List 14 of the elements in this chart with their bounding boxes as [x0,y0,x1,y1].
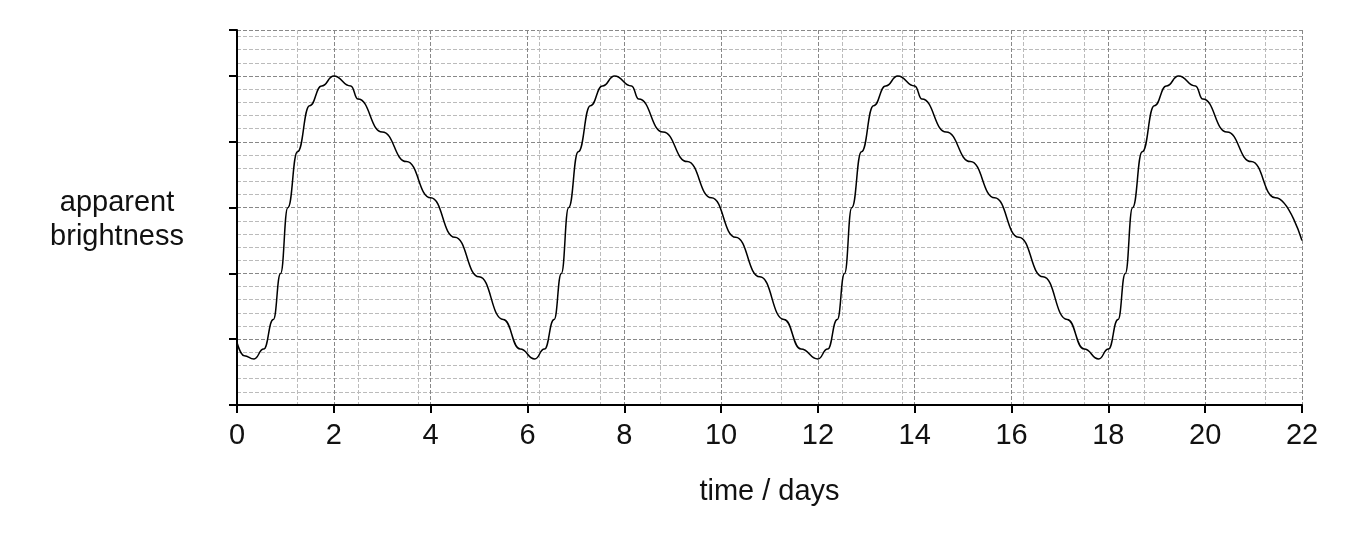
x-tick-label: 10 [704,417,738,450]
x-tick-label: 20 [1189,417,1222,450]
x-tick-label: 6 [519,417,536,450]
x-axis-title: time / days [699,473,840,506]
x-tick-label: 8 [616,417,633,450]
y-axis-title: apparent brightness [50,184,184,251]
x-tick-label: 4 [422,417,439,450]
x-tick-label: 18 [1092,417,1125,450]
x-tick-label: 22 [1285,417,1319,450]
x-tick-label: 12 [801,417,835,450]
x-tick-label: 2 [325,417,342,450]
x-tick-label: 14 [898,417,931,450]
x-tick-label: 16 [995,417,1028,450]
x-tick-label: 0 [228,417,246,450]
